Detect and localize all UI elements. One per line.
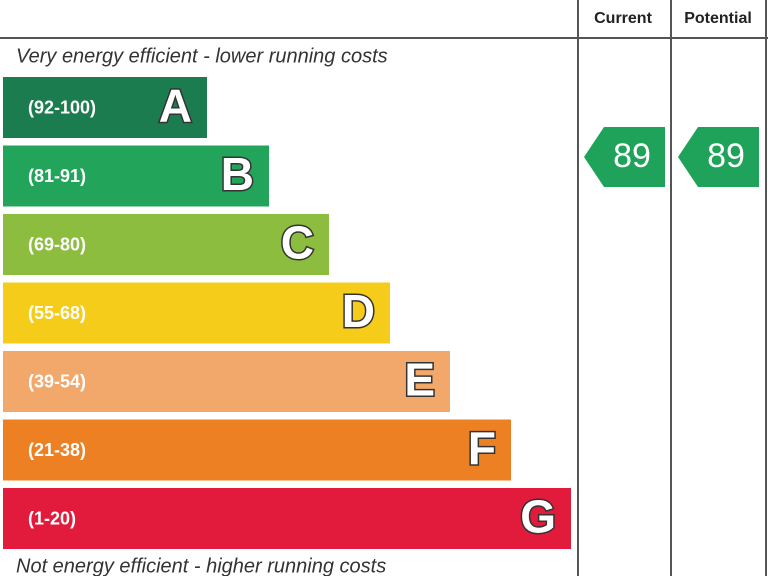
band-letter: D	[342, 285, 375, 337]
band-range: (92-100)	[28, 97, 96, 117]
band-letter: E	[404, 354, 435, 406]
current-header: Current	[594, 10, 652, 27]
band-letter: G	[520, 491, 556, 543]
band-range: (69-80)	[28, 234, 86, 254]
current-score: 89	[613, 137, 651, 175]
band-bar	[3, 214, 329, 275]
band-bar	[3, 282, 390, 344]
band-range: (39-54)	[28, 371, 86, 391]
band-range: (55-68)	[28, 303, 86, 323]
band-bar	[3, 488, 571, 549]
bottom-note: Not energy efficient - higher running co…	[16, 555, 386, 576]
potential-arrow	[678, 127, 759, 187]
band-letter: F	[468, 422, 496, 474]
band-letter: C	[281, 217, 314, 269]
band-letter: B	[221, 148, 254, 200]
band-bar	[3, 77, 207, 138]
potential-header: Potential	[684, 10, 752, 27]
band-range: (21-38)	[28, 440, 86, 460]
band-range: (1-20)	[28, 508, 76, 528]
bands: (92-100) A (81-91) B (69-80) C (55-68) D (39-54)…	[3, 77, 571, 549]
current-arrow	[584, 127, 665, 187]
band-bar	[3, 145, 269, 207]
top-note: Very energy efficient - lower running co…	[16, 45, 388, 67]
band-bar	[3, 351, 450, 412]
band-bar	[3, 419, 511, 481]
band-range: (81-91)	[28, 166, 86, 186]
potential-score: 89	[707, 137, 745, 175]
band-letter: A	[159, 80, 192, 132]
